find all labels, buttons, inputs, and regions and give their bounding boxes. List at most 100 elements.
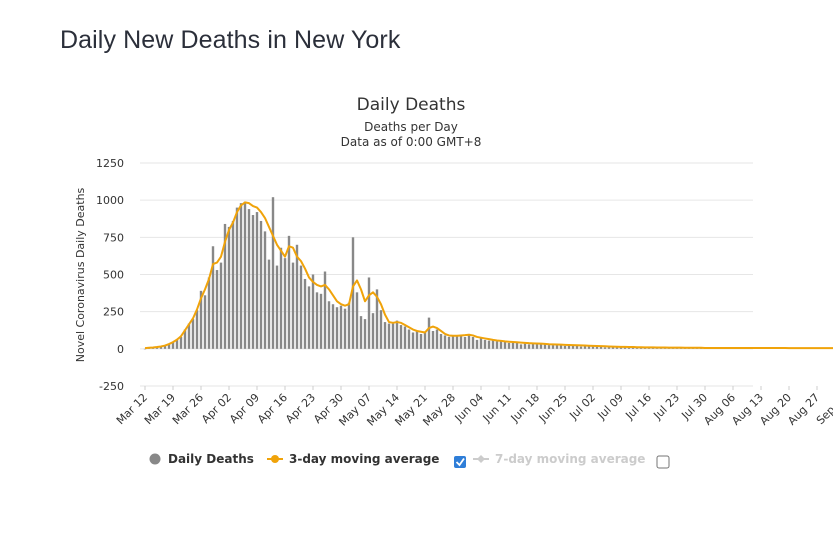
bar-daily-deaths[interactable]: [599, 346, 603, 349]
bar-daily-deaths[interactable]: [203, 295, 207, 349]
bar-daily-deaths[interactable]: [435, 329, 439, 349]
bar-daily-deaths[interactable]: [463, 336, 467, 349]
bar-daily-deaths[interactable]: [335, 307, 339, 349]
bar-daily-deaths[interactable]: [287, 235, 291, 349]
bar-daily-deaths[interactable]: [251, 215, 255, 349]
bar-daily-deaths[interactable]: [403, 326, 407, 349]
bar-daily-deaths[interactable]: [475, 339, 479, 349]
bar-daily-deaths[interactable]: [527, 344, 531, 349]
bar-daily-deaths[interactable]: [191, 319, 195, 349]
bar-daily-deaths[interactable]: [459, 334, 463, 349]
bar-daily-deaths[interactable]: [331, 304, 335, 349]
bar-daily-deaths[interactable]: [323, 271, 327, 349]
bar-daily-deaths[interactable]: [159, 346, 163, 349]
bar-daily-deaths[interactable]: [291, 262, 295, 349]
bar-daily-deaths[interactable]: [163, 345, 167, 349]
bar-daily-deaths[interactable]: [143, 348, 147, 350]
bar-daily-deaths[interactable]: [495, 341, 499, 349]
bar-daily-deaths[interactable]: [347, 302, 351, 349]
bar-daily-deaths[interactable]: [491, 339, 495, 349]
bar-daily-deaths[interactable]: [303, 278, 307, 349]
bar-daily-deaths[interactable]: [547, 345, 551, 349]
checkbox-3day-box[interactable]: [454, 456, 466, 468]
bar-daily-deaths[interactable]: [471, 336, 475, 349]
legend-item-7day-average[interactable]: 7-day moving average: [473, 452, 645, 466]
bar-daily-deaths[interactable]: [179, 336, 183, 349]
bar-daily-deaths[interactable]: [339, 305, 343, 349]
bar-daily-deaths[interactable]: [507, 342, 511, 349]
bar-daily-deaths[interactable]: [283, 258, 287, 349]
bar-daily-deaths[interactable]: [623, 347, 627, 349]
legend-item-3day-average[interactable]: 3-day moving average: [267, 452, 439, 466]
bar-daily-deaths[interactable]: [299, 265, 303, 349]
bar-daily-deaths[interactable]: [487, 340, 491, 349]
bar-daily-deaths[interactable]: [375, 289, 379, 349]
bar-daily-deaths[interactable]: [515, 342, 519, 349]
bar-daily-deaths[interactable]: [479, 338, 483, 349]
bar-daily-deaths[interactable]: [319, 293, 323, 349]
line-3day-moving-average[interactable]: [144, 201, 833, 350]
bar-daily-deaths[interactable]: [167, 344, 171, 349]
bar-daily-deaths[interactable]: [239, 203, 243, 349]
bar-daily-deaths[interactable]: [467, 333, 471, 349]
bar-daily-deaths[interactable]: [207, 277, 211, 349]
bar-daily-deaths[interactable]: [603, 347, 607, 349]
bar-daily-deaths[interactable]: [171, 342, 175, 349]
bar-daily-deaths[interactable]: [543, 344, 547, 349]
bar-daily-deaths[interactable]: [415, 330, 419, 349]
bar-daily-deaths[interactable]: [575, 345, 579, 349]
bar-daily-deaths[interactable]: [247, 209, 251, 349]
bar-daily-deaths[interactable]: [391, 323, 395, 349]
bar-daily-deaths[interactable]: [263, 231, 267, 349]
bar-daily-deaths[interactable]: [395, 320, 399, 349]
bar-daily-deaths[interactable]: [259, 220, 263, 349]
bar-daily-deaths[interactable]: [223, 223, 227, 349]
bar-daily-deaths[interactable]: [563, 345, 567, 349]
bar-daily-deaths[interactable]: [555, 344, 559, 349]
bar-daily-deaths[interactable]: [483, 339, 487, 349]
bar-daily-deaths[interactable]: [535, 343, 539, 349]
bar-daily-deaths[interactable]: [235, 207, 239, 349]
bar-daily-deaths[interactable]: [343, 308, 347, 349]
bar-daily-deaths[interactable]: [199, 290, 203, 349]
bar-daily-deaths[interactable]: [423, 332, 427, 349]
bar-daily-deaths[interactable]: [443, 335, 447, 349]
bar-daily-deaths[interactable]: [587, 345, 591, 349]
bar-daily-deaths[interactable]: [447, 336, 451, 349]
bar-daily-deaths[interactable]: [427, 317, 431, 349]
bar-daily-deaths[interactable]: [227, 226, 231, 349]
bar-daily-deaths[interactable]: [595, 346, 599, 349]
bar-daily-deaths[interactable]: [511, 342, 515, 349]
bar-daily-deaths[interactable]: [451, 335, 455, 349]
bar-daily-deaths[interactable]: [211, 246, 215, 349]
bar-daily-deaths[interactable]: [275, 265, 279, 349]
bar-daily-deaths[interactable]: [639, 347, 643, 349]
bar-daily-deaths[interactable]: [279, 247, 283, 349]
bar-daily-deaths[interactable]: [355, 292, 359, 349]
bar-daily-deaths[interactable]: [183, 329, 187, 349]
bar-daily-deaths[interactable]: [539, 344, 543, 349]
bar-daily-deaths[interactable]: [635, 347, 639, 349]
bar-daily-deaths[interactable]: [383, 322, 387, 349]
bar-daily-deaths[interactable]: [551, 345, 555, 349]
bar-daily-deaths[interactable]: [387, 323, 391, 349]
bar-daily-deaths[interactable]: [311, 274, 315, 349]
bar-daily-deaths[interactable]: [523, 343, 527, 349]
bar-daily-deaths[interactable]: [503, 341, 507, 349]
bar-daily-deaths[interactable]: [327, 301, 331, 349]
bar-daily-deaths[interactable]: [571, 345, 575, 349]
bar-daily-deaths[interactable]: [219, 262, 223, 349]
bar-daily-deaths[interactable]: [431, 330, 435, 349]
bar-daily-deaths[interactable]: [255, 212, 259, 349]
bar-daily-deaths[interactable]: [531, 342, 535, 349]
bar-daily-deaths[interactable]: [231, 220, 235, 349]
bar-daily-deaths[interactable]: [271, 197, 275, 349]
bar-daily-deaths[interactable]: [315, 292, 319, 349]
bar-daily-deaths[interactable]: [619, 347, 623, 349]
bar-daily-deaths[interactable]: [567, 345, 571, 349]
bar-daily-deaths[interactable]: [295, 244, 299, 349]
checkbox-3day-average[interactable]: [454, 456, 466, 468]
bar-daily-deaths[interactable]: [407, 329, 411, 349]
bar-daily-deaths[interactable]: [351, 237, 355, 349]
bar-daily-deaths[interactable]: [499, 341, 503, 349]
